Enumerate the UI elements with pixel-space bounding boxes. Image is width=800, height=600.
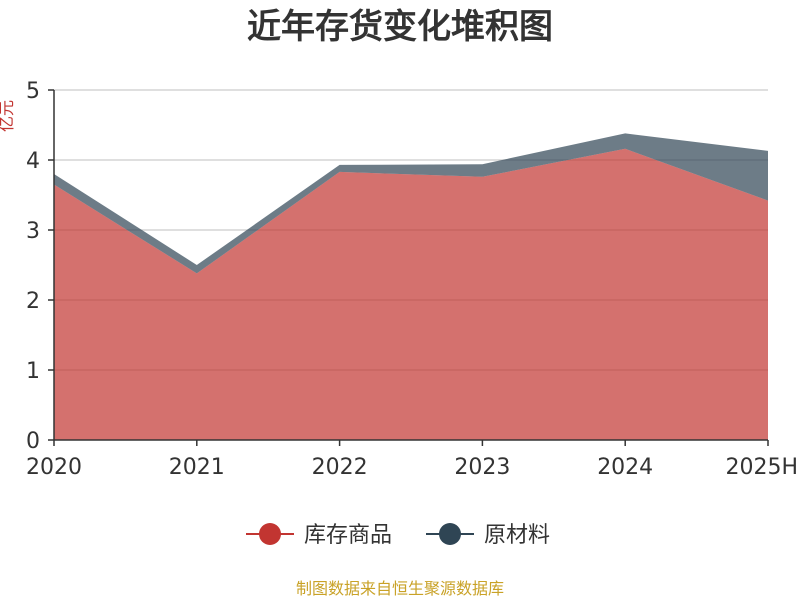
legend-marker-1 [439, 523, 461, 545]
y-tick-label-5: 5 [26, 79, 40, 104]
y-tick-label-3: 3 [26, 219, 40, 244]
x-tick-label-1: 2021 [169, 455, 225, 480]
y-tick-label-2: 2 [26, 289, 40, 314]
y-axis-ticks: 0 1 2 3 4 5 [26, 79, 54, 454]
legend-item-0[interactable]: 库存商品 [246, 523, 392, 548]
legend-marker-0 [259, 523, 281, 545]
area-series-1 [54, 133, 768, 274]
chart-title: 近年存货变化堆积图 [247, 7, 553, 47]
y-axis-label: 亿元 [0, 100, 16, 132]
legend-label-0: 库存商品 [304, 523, 392, 548]
y-tick-label-4: 4 [26, 149, 40, 174]
y-tick-label-1: 1 [26, 359, 40, 384]
legend[interactable]: 库存商品 原材料 [246, 523, 550, 548]
x-tick-label-0: 2020 [26, 455, 82, 480]
y-tick-label-0: 0 [26, 429, 40, 454]
x-tick-label-4: 2024 [597, 455, 653, 480]
x-tick-label-2: 2022 [312, 455, 368, 480]
x-tick-label-3: 2023 [454, 455, 510, 480]
area-series [54, 133, 768, 441]
x-tick-label-5: 2025H [725, 455, 798, 480]
axes [53, 90, 768, 441]
legend-item-1[interactable]: 原材料 [426, 523, 550, 548]
area-series-0 [54, 148, 768, 441]
data-source: 制图数据来自恒生聚源数据库 [296, 579, 504, 598]
x-axis-ticks: 2020 2021 2022 2023 2024 2025H [26, 440, 798, 480]
legend-label-1: 原材料 [484, 523, 550, 548]
